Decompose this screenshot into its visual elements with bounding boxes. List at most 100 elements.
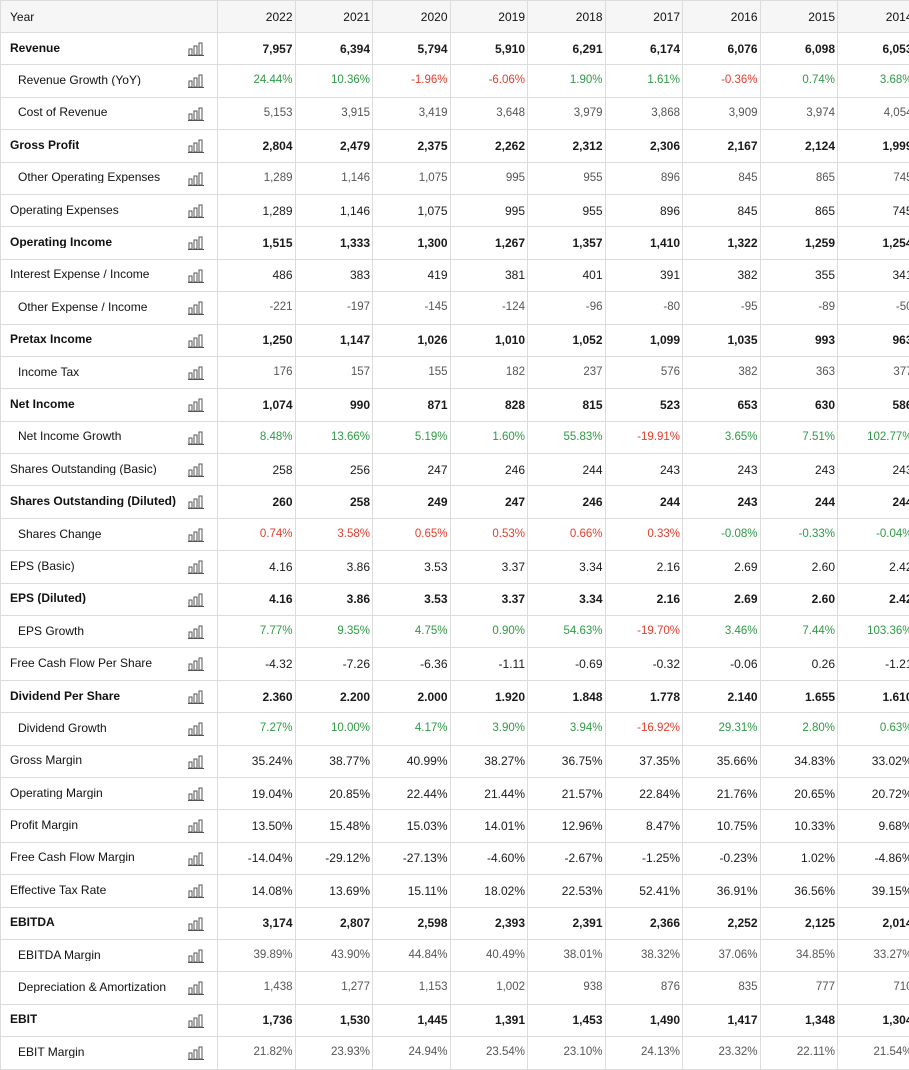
row-label: EBIT xyxy=(10,1013,38,1026)
bar-chart-icon[interactable] xyxy=(188,74,204,89)
bar-chart-icon[interactable] xyxy=(188,722,204,737)
bar-chart-icon[interactable] xyxy=(188,884,204,899)
year-header-2019[interactable]: 2019 xyxy=(449,0,528,33)
row-label: Operating Margin xyxy=(10,786,103,799)
bar-chart-icon[interactable] xyxy=(188,139,204,154)
bar-chart-icon[interactable] xyxy=(188,949,204,963)
bar-chart-icon[interactable] xyxy=(188,528,204,542)
table-row-net-income-growth: Net Income Growth 8.48% 13.66% 5.19% 1.60% 55… xyxy=(0,420,909,455)
cell-eps-diluted-2017: 2.16 xyxy=(604,582,683,617)
bar-chart-icon[interactable] xyxy=(188,172,204,186)
cell-interest-expense-income-2019: 381 xyxy=(449,258,528,293)
bar-chart-icon[interactable] xyxy=(188,917,204,931)
bar-chart-icon[interactable] xyxy=(188,495,204,510)
cell-shares-outstanding-diluted-2017: 244 xyxy=(604,485,683,519)
bar-chart-icon[interactable] xyxy=(188,852,204,866)
bar-chart-icon[interactable] xyxy=(188,819,204,834)
cell-income-tax-2020: 155 xyxy=(372,355,451,390)
bar-chart-icon[interactable] xyxy=(188,787,204,801)
cell-free-cash-flow-per-share-2015: 0.26 xyxy=(759,647,838,681)
table-row-pretax-income: Pretax Income 1,250 1,147 1,026 1,010 1,052 1,… xyxy=(0,323,909,357)
cell-net-income-growth-2015: 7.51% xyxy=(759,420,838,455)
bar-chart-icon[interactable] xyxy=(188,1014,204,1028)
bar-chart-icon[interactable] xyxy=(188,1046,204,1061)
cell-depreciation-amortization-2019: 1,002 xyxy=(449,971,528,1005)
cell-revenue-growth-yoy-2020: -1.96% xyxy=(372,64,451,98)
cell-ebitda-2019: 2,393 xyxy=(449,906,528,940)
year-header-2021[interactable]: 2021 xyxy=(294,0,373,33)
cell-operating-expenses-2019: 995 xyxy=(449,193,528,228)
row-label: Gross Profit xyxy=(10,138,80,151)
cell-cost-of-revenue-2019: 3,648 xyxy=(449,96,528,131)
row-label-cell: Free Cash Flow Margin xyxy=(0,841,218,876)
cell-depreciation-amortization-2018: 938 xyxy=(527,971,606,1005)
cell-profit-margin-2016: 10.75% xyxy=(682,809,761,843)
cell-dividend-per-share-2018: 1.848 xyxy=(527,679,606,714)
bar-chart-icon[interactable] xyxy=(188,431,204,445)
cell-pretax-income-2016: 1,035 xyxy=(682,323,761,357)
cell-net-income-2016: 653 xyxy=(682,388,761,422)
year-header-2017[interactable]: 2017 xyxy=(604,0,683,33)
bar-chart-icon[interactable] xyxy=(188,236,204,251)
cell-operating-margin-2014: 20.72% xyxy=(837,776,909,811)
cell-depreciation-amortization-2016: 835 xyxy=(682,971,761,1005)
bar-chart-icon[interactable] xyxy=(188,334,204,348)
bar-chart-icon[interactable] xyxy=(188,560,204,575)
cell-free-cash-flow-margin-2022: -14.04% xyxy=(217,841,296,876)
bar-chart-icon[interactable] xyxy=(188,398,204,413)
cell-revenue-growth-yoy-2017: 1.61% xyxy=(604,64,683,98)
bar-chart-icon[interactable] xyxy=(188,463,204,478)
cell-net-income-growth-2022: 8.48% xyxy=(217,420,296,455)
row-label: Free Cash Flow Per Share xyxy=(10,657,153,670)
row-label: Cost of Revenue xyxy=(18,106,108,119)
cell-effective-tax-rate-2021: 13.69% xyxy=(294,874,373,908)
cell-other-operating-expenses-2020: 1,075 xyxy=(372,161,451,195)
cell-ebit-margin-2018: 23.10% xyxy=(527,1036,606,1070)
table-row-net-income: Net Income 1,074990871828815523653630586 xyxy=(0,388,909,422)
year-header-2015[interactable]: 2015 xyxy=(759,0,838,33)
cell-ebitda-margin-2015: 34.85% xyxy=(759,938,838,973)
bar-chart-icon[interactable] xyxy=(188,204,204,218)
cell-shares-outstanding-diluted-2014: 244 xyxy=(837,485,909,519)
cell-eps-diluted-2016: 2.69 xyxy=(682,582,761,617)
cell-ebitda-margin-2017: 38.32% xyxy=(604,938,683,973)
bar-chart-icon[interactable] xyxy=(188,690,204,704)
row-label: Operating Income xyxy=(10,236,113,249)
cell-gross-profit-2015: 2,124 xyxy=(759,129,838,163)
bar-chart-icon[interactable] xyxy=(188,657,204,672)
cell-revenue-growth-yoy-2015: 0.74% xyxy=(759,64,838,98)
table-row-income-tax: Income Tax 176157155182237576382363377 xyxy=(0,355,909,390)
cell-operating-margin-2020: 22.44% xyxy=(372,776,451,811)
bar-chart-icon[interactable] xyxy=(188,301,204,316)
bar-chart-icon[interactable] xyxy=(188,981,204,996)
cell-dividend-per-share-2017: 1.778 xyxy=(604,679,683,714)
cell-other-operating-expenses-2022: 1,289 xyxy=(217,161,296,195)
cell-operating-expenses-2016: 845 xyxy=(682,193,761,228)
bar-chart-icon[interactable] xyxy=(188,755,204,769)
cell-ebit-margin-2020: 24.94% xyxy=(372,1036,451,1070)
bar-chart-icon[interactable] xyxy=(188,42,204,56)
cell-other-operating-expenses-2015: 865 xyxy=(759,161,838,195)
year-header-2020[interactable]: 2020 xyxy=(372,0,451,33)
year-header-2018[interactable]: 2018 xyxy=(527,0,606,33)
year-header-2014[interactable]: 2014 xyxy=(837,0,909,33)
cell-effective-tax-rate-2014: 39.15% xyxy=(837,874,909,908)
year-header-2016[interactable]: 2016 xyxy=(682,0,761,33)
cell-ebit-margin-2016: 23.32% xyxy=(682,1036,761,1070)
year-header-2022[interactable]: 2022 xyxy=(217,0,296,33)
cell-dividend-per-share-2015: 1.655 xyxy=(759,679,838,714)
cell-revenue-2014: 6,053 xyxy=(837,31,909,66)
table-row-depreciation-amortization: Depreciation & Amortization 1,438 1,277 1,1… xyxy=(0,971,909,1005)
bar-chart-icon[interactable] xyxy=(188,269,204,283)
row-label: Profit Margin xyxy=(10,819,79,832)
bar-chart-icon[interactable] xyxy=(188,107,204,121)
bar-chart-icon[interactable] xyxy=(188,366,204,380)
cell-shares-outstanding-basic-2016: 243 xyxy=(682,453,761,487)
cell-revenue-growth-yoy-2022: 24.44% xyxy=(217,64,296,98)
row-label-cell: Gross Profit xyxy=(0,129,218,163)
cell-income-tax-2016: 382 xyxy=(682,355,761,390)
bar-chart-icon[interactable] xyxy=(188,625,204,640)
cell-eps-growth-2019: 0.90% xyxy=(449,615,528,649)
cell-other-expense-income-2021: -197 xyxy=(294,291,373,325)
bar-chart-icon[interactable] xyxy=(188,593,204,607)
